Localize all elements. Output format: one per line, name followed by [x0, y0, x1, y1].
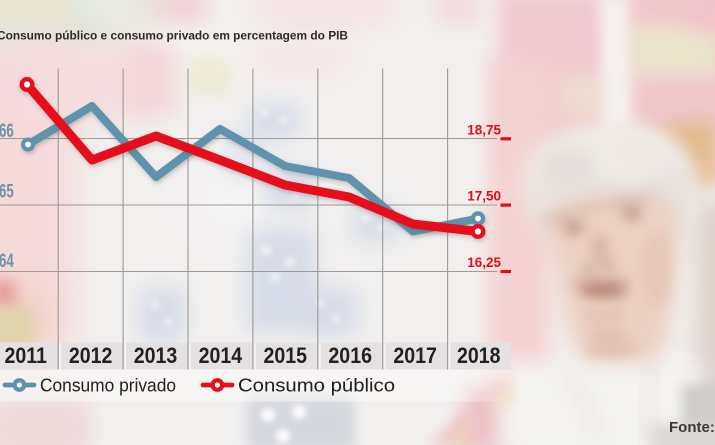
- svg-text:2011: 2011: [4, 344, 46, 368]
- svg-text:Fonte:: Fonte:: [669, 419, 715, 436]
- svg-text:2017: 2017: [393, 344, 437, 368]
- svg-text:16,25: 16,25: [467, 255, 501, 270]
- svg-text:2012: 2012: [69, 344, 113, 368]
- svg-text:64: 64: [0, 251, 14, 272]
- svg-text:Consumo público: Consumo público: [238, 375, 395, 395]
- svg-text:Consumo privado: Consumo privado: [40, 375, 176, 395]
- svg-text:66: 66: [0, 121, 14, 142]
- svg-text:17,50: 17,50: [467, 189, 501, 204]
- svg-text:2015: 2015: [264, 344, 308, 368]
- svg-text:2013: 2013: [134, 344, 178, 368]
- svg-text:65: 65: [0, 181, 14, 202]
- svg-text:2018: 2018: [457, 344, 501, 368]
- svg-text:Consumo público e consumo priv: Consumo público e consumo privado em per…: [0, 31, 348, 43]
- svg-text:2016: 2016: [328, 344, 372, 368]
- svg-text:2014: 2014: [199, 344, 243, 368]
- svg-text:18,75: 18,75: [467, 122, 501, 137]
